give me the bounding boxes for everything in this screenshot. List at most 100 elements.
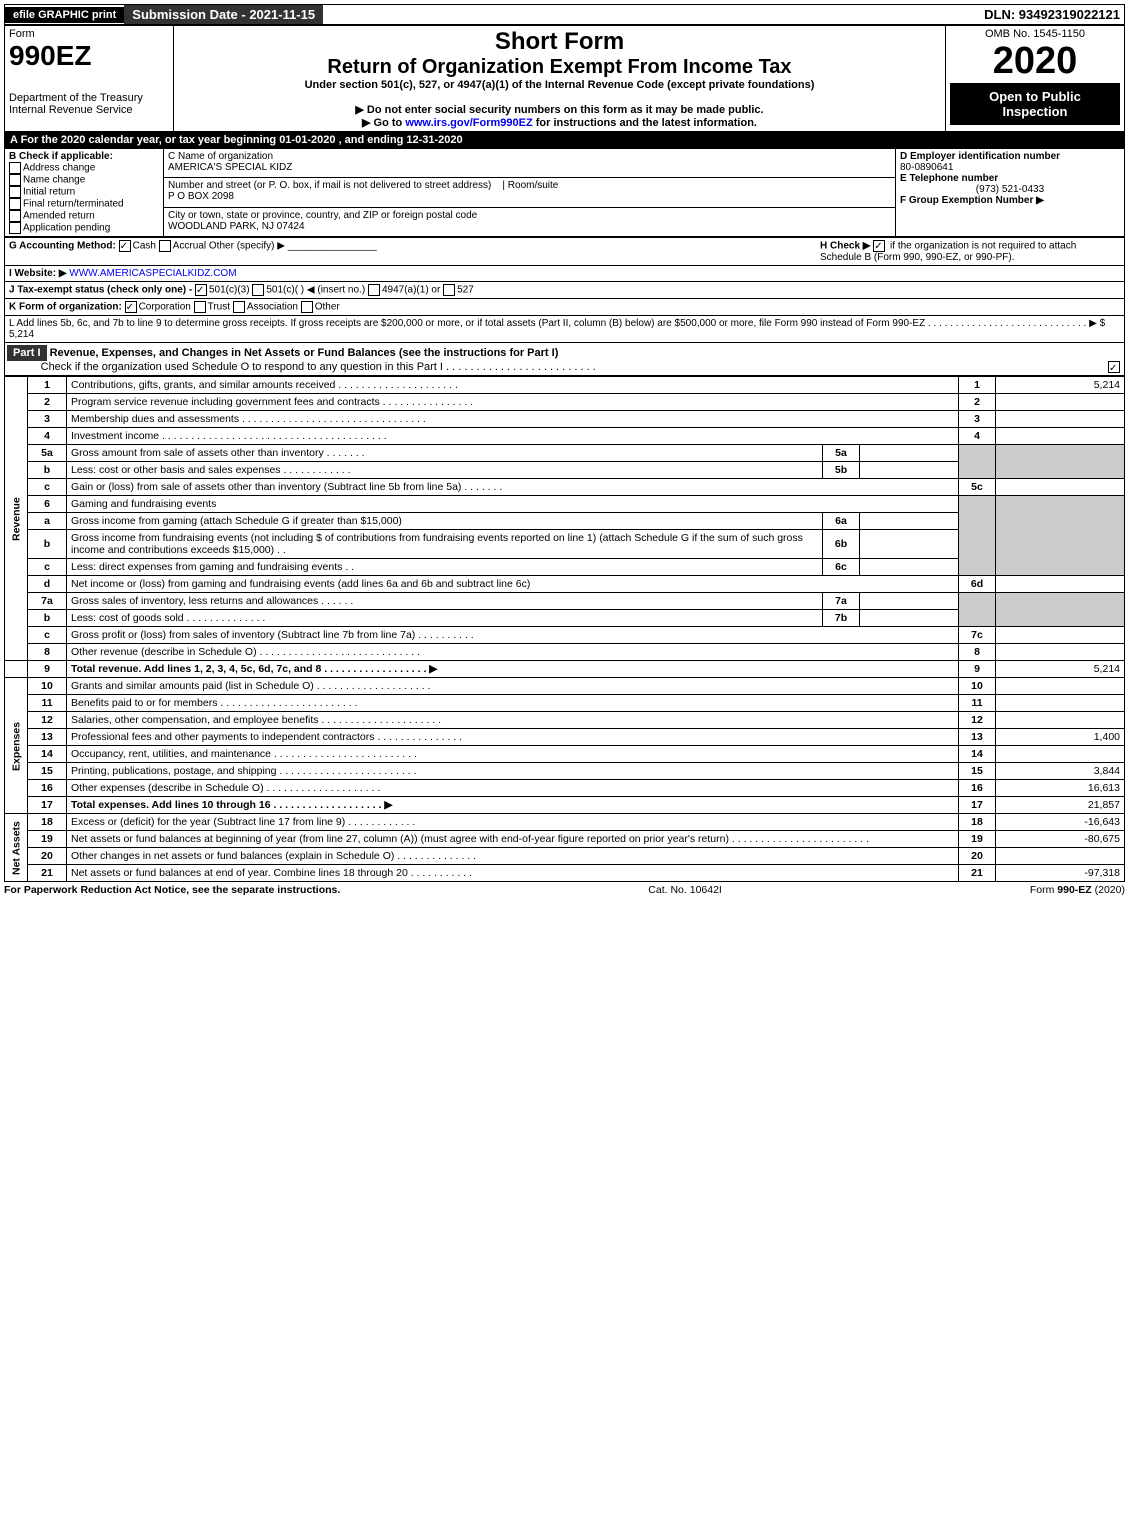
527-label: 527 bbox=[457, 285, 474, 296]
efile-print-button[interactable]: efile GRAPHIC print bbox=[5, 7, 124, 23]
website-link[interactable]: WWW.AMERICASPECIALKIDZ.COM bbox=[69, 268, 236, 279]
line-18-col: 18 bbox=[959, 814, 996, 831]
accrual-checkbox[interactable] bbox=[159, 240, 171, 252]
short-form-title: Short Form bbox=[178, 28, 941, 56]
501c3-label: 501(c)(3) bbox=[209, 285, 250, 296]
line-7b-num: b bbox=[28, 610, 67, 627]
line-7b-desc: Less: cost of goods sold . . . . . . . .… bbox=[67, 610, 823, 627]
line-12-desc: Salaries, other compensation, and employ… bbox=[67, 712, 959, 729]
ghijkl-block: G Accounting Method: Cash Accrual Other … bbox=[4, 237, 1125, 343]
line-1-amt: 5,214 bbox=[996, 377, 1125, 394]
line-19-amt: -80,675 bbox=[996, 831, 1125, 848]
line-16-num: 16 bbox=[28, 780, 67, 797]
line-6a-desc: Gross income from gaming (attach Schedul… bbox=[67, 513, 823, 530]
line-4-desc: Investment income . . . . . . . . . . . … bbox=[67, 428, 959, 445]
line-5b-num: b bbox=[28, 462, 67, 479]
cash-checkbox[interactable] bbox=[119, 240, 131, 252]
omb-number: OMB No. 1545-1150 bbox=[950, 28, 1120, 40]
line-7c-col: 7c bbox=[959, 627, 996, 644]
trust-checkbox[interactable] bbox=[194, 301, 206, 313]
line-7a-num: 7a bbox=[28, 593, 67, 610]
irs-link[interactable]: www.irs.gov/Form990EZ bbox=[405, 117, 532, 129]
street-value: P O BOX 2098 bbox=[168, 191, 234, 202]
org-name-label: C Name of organization bbox=[168, 151, 273, 162]
line-11-desc: Benefits paid to or for members . . . . … bbox=[67, 695, 959, 712]
line-3-desc: Membership dues and assessments . . . . … bbox=[67, 411, 959, 428]
line-17-col: 17 bbox=[959, 797, 996, 814]
line-21-col: 21 bbox=[959, 865, 996, 882]
line-5b-desc: Less: cost or other basis and sales expe… bbox=[67, 462, 823, 479]
line-3-amt bbox=[996, 411, 1125, 428]
association-label: Association bbox=[247, 302, 298, 313]
trust-label: Trust bbox=[208, 302, 230, 313]
other-method-label: Other (specify) ▶ bbox=[209, 241, 285, 252]
501c-label: 501(c)( ) ◀ (insert no.) bbox=[266, 285, 365, 296]
line-2-desc: Program service revenue including govern… bbox=[67, 394, 959, 411]
line-6d-col: 6d bbox=[959, 576, 996, 593]
line-10-num: 10 bbox=[28, 678, 67, 695]
association-checkbox[interactable] bbox=[233, 301, 245, 313]
line-21-amt: -97,318 bbox=[996, 865, 1125, 882]
line-7a-desc: Gross sales of inventory, less returns a… bbox=[67, 593, 823, 610]
part1-title: Revenue, Expenses, and Changes in Net As… bbox=[50, 347, 559, 359]
dln-label: DLN: 93492319022121 bbox=[984, 7, 1124, 22]
street-label: Number and street (or P. O. box, if mail… bbox=[168, 180, 491, 191]
phone-value: (973) 521-0433 bbox=[900, 184, 1120, 195]
dept-treasury: Department of the Treasury bbox=[9, 92, 169, 104]
name-change-checkbox[interactable] bbox=[9, 174, 21, 186]
line-8-col: 8 bbox=[959, 644, 996, 661]
amended-return-checkbox[interactable] bbox=[9, 210, 21, 222]
open-inspection-box: Open to Public Inspection bbox=[950, 83, 1120, 125]
address-change-label: Address change bbox=[23, 163, 95, 174]
line-2-num: 2 bbox=[28, 394, 67, 411]
line-1-col: 1 bbox=[959, 377, 996, 394]
line-5b-midamt bbox=[860, 462, 959, 479]
line-5a-num: 5a bbox=[28, 445, 67, 462]
line-6d-num: d bbox=[28, 576, 67, 593]
line-6a-mid: 6a bbox=[823, 513, 860, 530]
line-6c-num: c bbox=[28, 559, 67, 576]
schedule-o-checkbox[interactable] bbox=[1108, 361, 1120, 373]
line-10-col: 10 bbox=[959, 678, 996, 695]
501c3-checkbox[interactable] bbox=[195, 284, 207, 296]
revenue-side-label: Revenue bbox=[5, 377, 28, 661]
line-12-col: 12 bbox=[959, 712, 996, 729]
line-12-amt bbox=[996, 712, 1125, 729]
page-footer: For Paperwork Reduction Act Notice, see … bbox=[4, 882, 1125, 896]
line-6b-mid: 6b bbox=[823, 530, 860, 559]
line-20-col: 20 bbox=[959, 848, 996, 865]
form-word: Form bbox=[9, 28, 169, 40]
part1-label: Part I bbox=[7, 345, 47, 361]
city-label: City or town, state or province, country… bbox=[168, 210, 477, 221]
form-org-label: K Form of organization: bbox=[9, 302, 122, 313]
website-label: I Website: ▶ bbox=[9, 268, 67, 279]
h-check-label: H Check ▶ bbox=[820, 241, 870, 252]
schedule-b-checkbox[interactable] bbox=[873, 240, 885, 252]
527-checkbox[interactable] bbox=[443, 284, 455, 296]
4947-checkbox[interactable] bbox=[368, 284, 380, 296]
org-name: AMERICA'S SPECIAL KIDZ bbox=[168, 162, 292, 173]
line-6a-num: a bbox=[28, 513, 67, 530]
line-9-amt: 5,214 bbox=[996, 661, 1125, 678]
final-return-checkbox[interactable] bbox=[9, 198, 21, 210]
line-16-amt: 16,613 bbox=[996, 780, 1125, 797]
line-4-col: 4 bbox=[959, 428, 996, 445]
line-6d-desc: Net income or (loss) from gaming and fun… bbox=[67, 576, 959, 593]
subtitle: Under section 501(c), 527, or 4947(a)(1)… bbox=[178, 79, 941, 91]
city-value: WOODLAND PARK, NJ 07424 bbox=[168, 221, 305, 232]
line-7b-mid: 7b bbox=[823, 610, 860, 627]
ssn-warning: ▶ Do not enter social security numbers o… bbox=[178, 103, 941, 116]
line-5c-num: c bbox=[28, 479, 67, 496]
other-org-checkbox[interactable] bbox=[301, 301, 313, 313]
initial-return-checkbox[interactable] bbox=[9, 186, 21, 198]
address-change-checkbox[interactable] bbox=[9, 162, 21, 174]
corporation-label: Corporation bbox=[139, 302, 191, 313]
other-org-label: Other bbox=[315, 302, 340, 313]
submission-date-button[interactable]: Submission Date - 2021-11-15 bbox=[124, 5, 323, 24]
final-return-label: Final return/terminated bbox=[23, 199, 124, 210]
line-5b-mid: 5b bbox=[823, 462, 860, 479]
line-20-desc: Other changes in net assets or fund bala… bbox=[67, 848, 959, 865]
application-pending-checkbox[interactable] bbox=[9, 222, 21, 234]
501c-checkbox[interactable] bbox=[252, 284, 264, 296]
corporation-checkbox[interactable] bbox=[125, 301, 137, 313]
